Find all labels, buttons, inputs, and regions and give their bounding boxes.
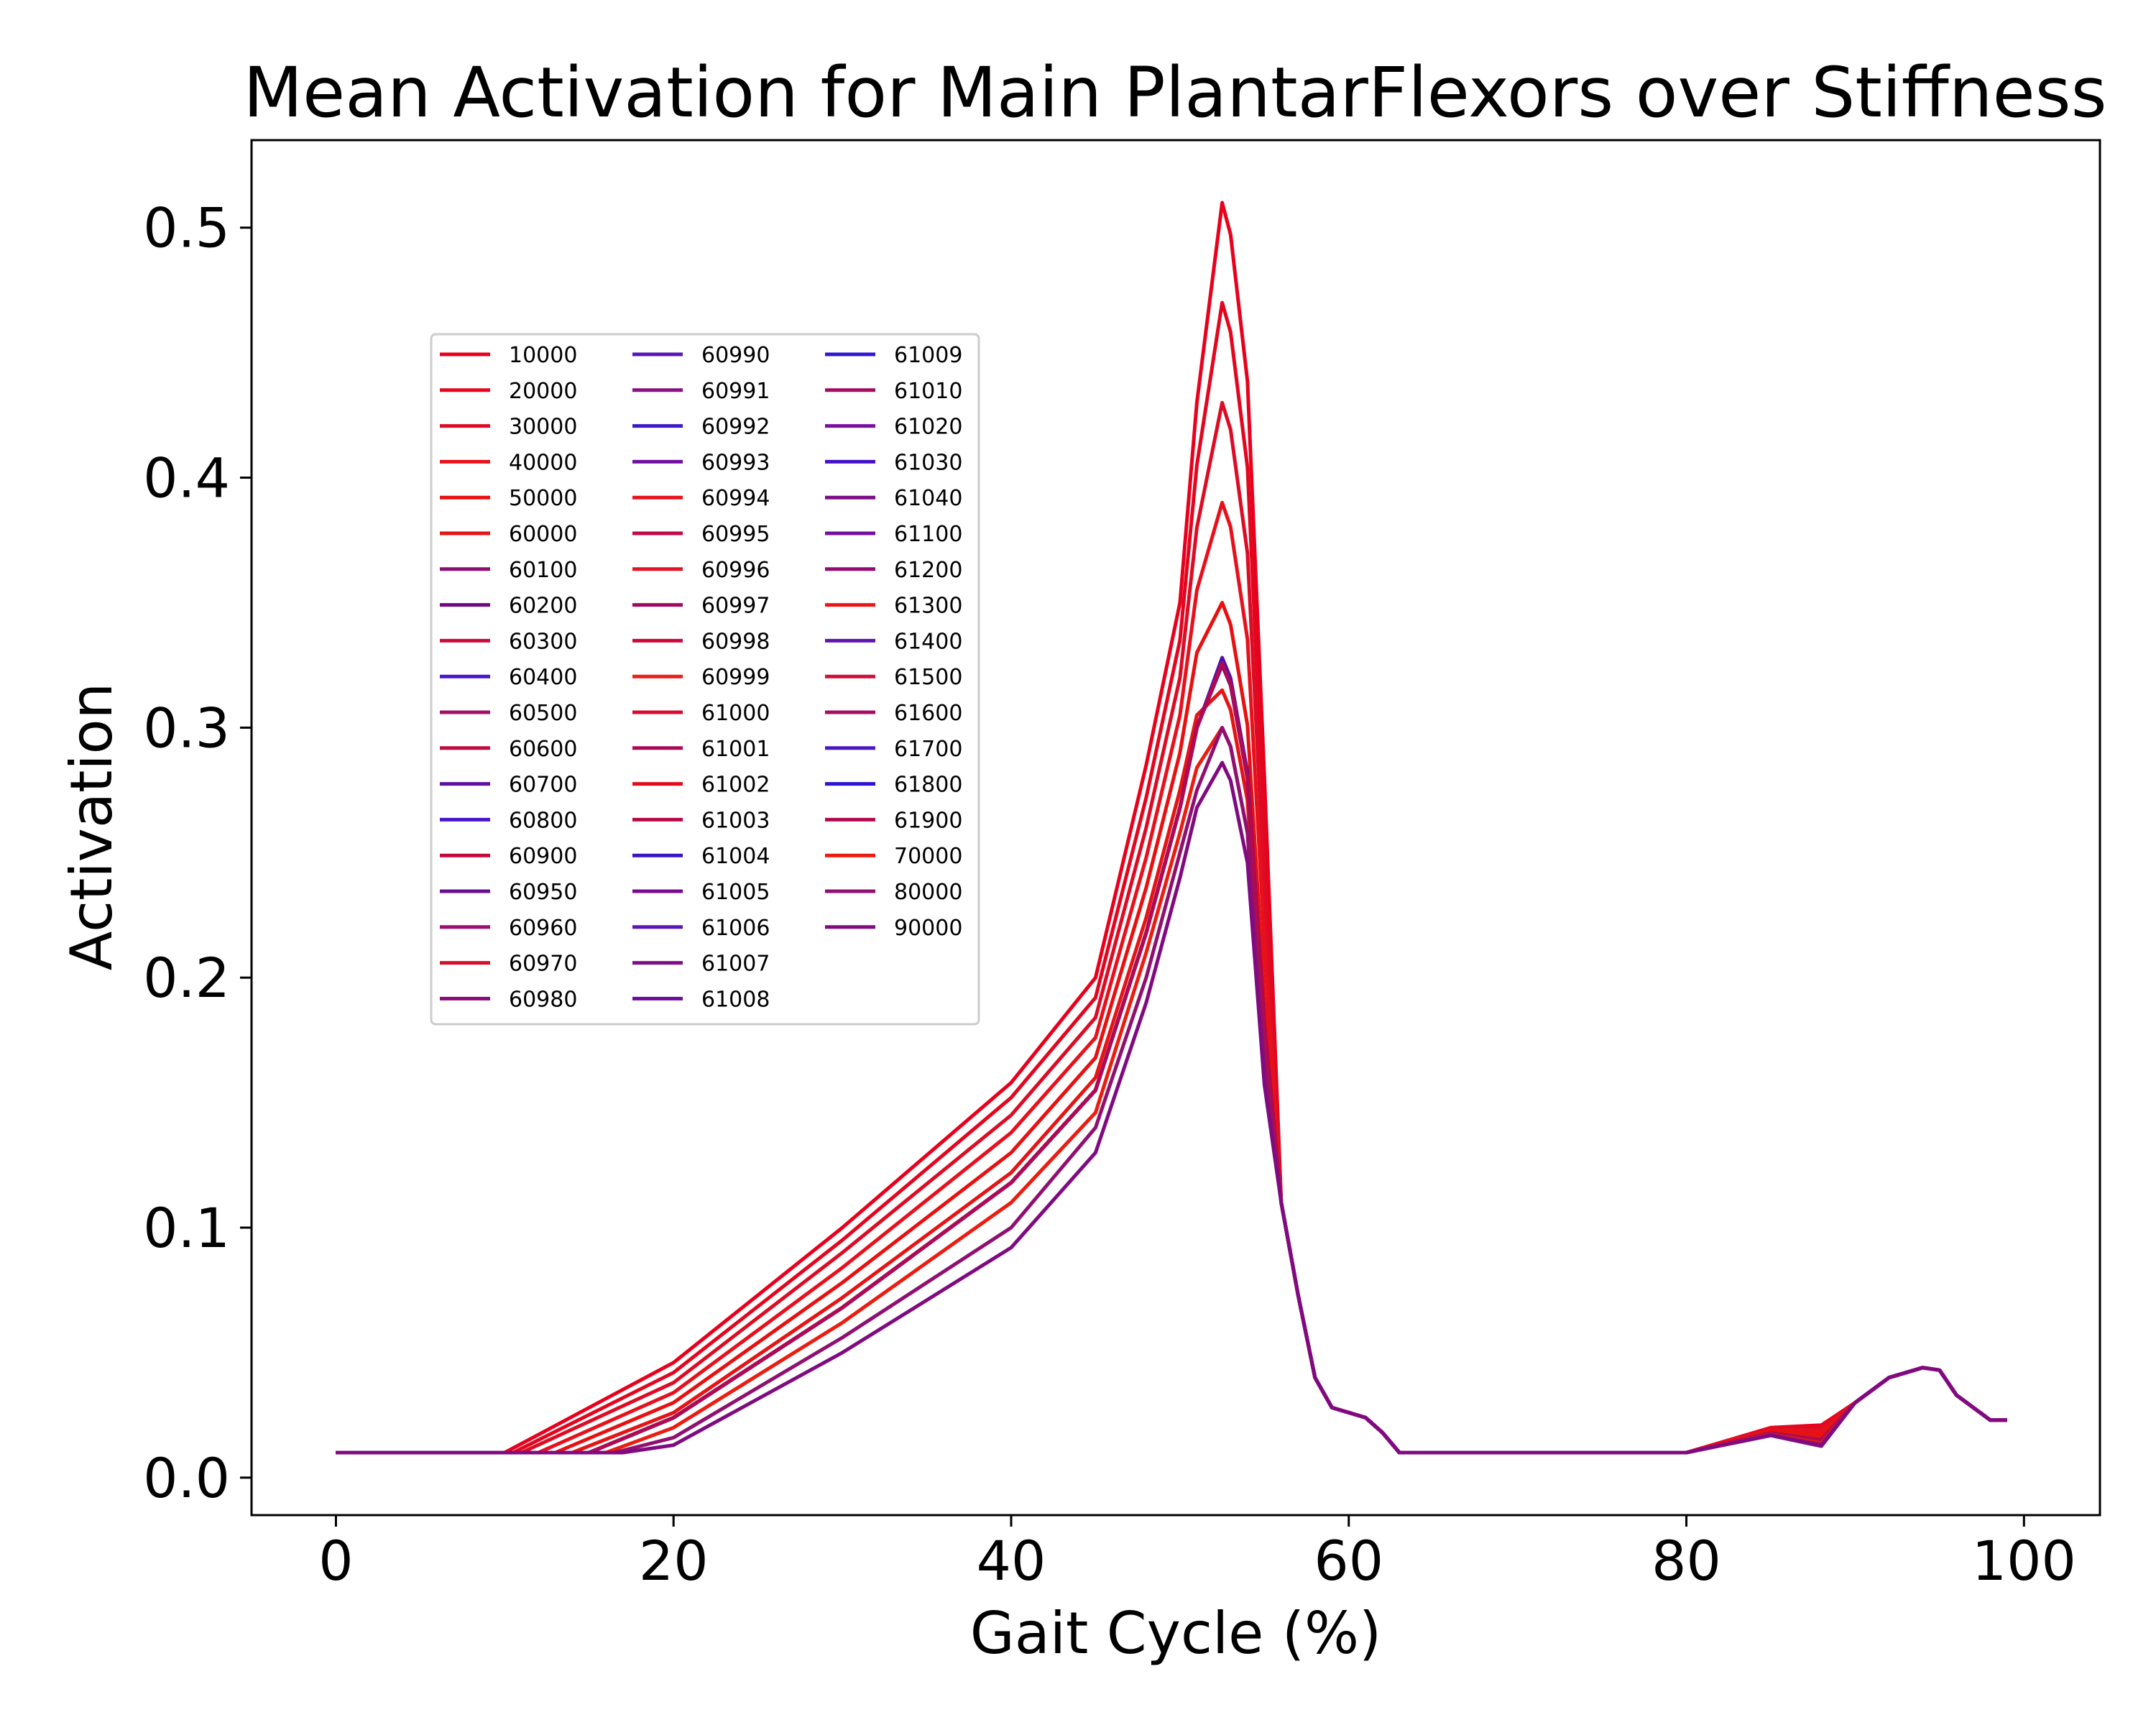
legend-label: 60992 (701, 415, 770, 440)
x-tick-label: 80 (1651, 1529, 1721, 1593)
legend-label: 61000 (701, 701, 770, 726)
legend-label: 60990 (701, 343, 770, 368)
legend-label: 70000 (894, 844, 962, 869)
legend-label: 61003 (701, 808, 770, 833)
y-axis-ticks: 0.0 0.1 0.2 0.3 0.4 0.5 (143, 196, 252, 1510)
legend-label: 60994 (701, 486, 770, 511)
legend-label: 60996 (701, 558, 770, 583)
legend-label: 60997 (701, 594, 770, 619)
x-tick-label: 0 (318, 1529, 353, 1593)
y-axis-label: Activation (58, 683, 125, 971)
legend-label: 60999 (701, 665, 770, 690)
series-line-90000 (336, 760, 2007, 1455)
legend-label: 10000 (509, 343, 577, 368)
y-tick-label: 0.0 (143, 1446, 230, 1510)
legend-label: 60960 (509, 916, 577, 941)
legend-label: 60800 (509, 808, 577, 833)
x-tick-label: 20 (639, 1529, 709, 1593)
legend-label: 61001 (701, 737, 770, 762)
legend-label: 40000 (509, 450, 577, 475)
legend-label: 61600 (894, 701, 962, 726)
legend-label: 61800 (894, 773, 962, 798)
legend-label: 61500 (894, 665, 962, 690)
x-tick-label: 40 (977, 1529, 1046, 1593)
legend-label: 61900 (894, 808, 962, 833)
legend-label: 61030 (894, 450, 962, 475)
legend: 10000 20000 30000 40000 50000 60000 60100 60200… (430, 333, 980, 1026)
series-layer (336, 201, 2007, 1455)
plot-frame (250, 139, 2101, 1517)
y-tick-label: 0.5 (143, 196, 230, 260)
legend-label: 61005 (701, 880, 770, 905)
legend-label: 60600 (509, 737, 577, 762)
legend-label: 60700 (509, 773, 577, 798)
legend-label: 60950 (509, 880, 577, 905)
legend-label: 60995 (701, 522, 770, 547)
x-tick-label: 60 (1314, 1529, 1383, 1593)
legend-label: 61004 (701, 844, 770, 869)
legend-label: 60400 (509, 665, 577, 690)
x-tick-label: 100 (1972, 1529, 2076, 1593)
legend-label: 60200 (509, 594, 577, 619)
legend-label: 60991 (701, 379, 770, 404)
legend-label: 61006 (701, 916, 770, 941)
x-axis-label: Gait Cycle (%) (970, 1600, 1382, 1667)
y-tick-label: 0.4 (143, 446, 230, 510)
legend-label: 61200 (894, 558, 962, 583)
legend-label: 80000 (894, 880, 962, 905)
legend-label: 61700 (894, 737, 962, 762)
legend-label: 60500 (509, 701, 577, 726)
legend-label: 50000 (509, 486, 577, 511)
y-tick-label: 0.1 (143, 1196, 230, 1260)
legend-label: 61300 (894, 594, 962, 619)
y-tick-label: 0.2 (143, 946, 230, 1010)
legend-label: 60970 (509, 952, 577, 977)
legend-label: 61020 (894, 415, 962, 440)
legend-label: 61008 (701, 987, 770, 1012)
legend-label: 90000 (894, 916, 962, 941)
legend-label: 61007 (701, 952, 770, 977)
legend-label: 60000 (509, 522, 577, 547)
legend-label: 20000 (509, 379, 577, 404)
legend-label: 60993 (701, 450, 770, 475)
legend-label: 30000 (509, 415, 577, 440)
legend-label: 60980 (509, 987, 577, 1012)
legend-box (430, 333, 980, 1026)
y-tick-label: 0.3 (143, 696, 230, 760)
chart-title: Mean Activation for Main PlantarFlexors … (243, 52, 2106, 133)
legend-label: 60998 (701, 629, 770, 654)
legend-label: 61100 (894, 522, 962, 547)
legend-label: 60100 (509, 558, 577, 583)
legend-label: 60900 (509, 844, 577, 869)
x-axis-ticks: 0 20 40 60 80 100 (318, 1515, 2076, 1593)
legend-label: 61400 (894, 629, 962, 654)
legend-label: 61010 (894, 379, 962, 404)
legend-label: 61009 (894, 343, 962, 368)
legend-label: 61002 (701, 773, 770, 798)
legend-label: 61040 (894, 486, 962, 511)
legend-label: 60300 (509, 629, 577, 654)
